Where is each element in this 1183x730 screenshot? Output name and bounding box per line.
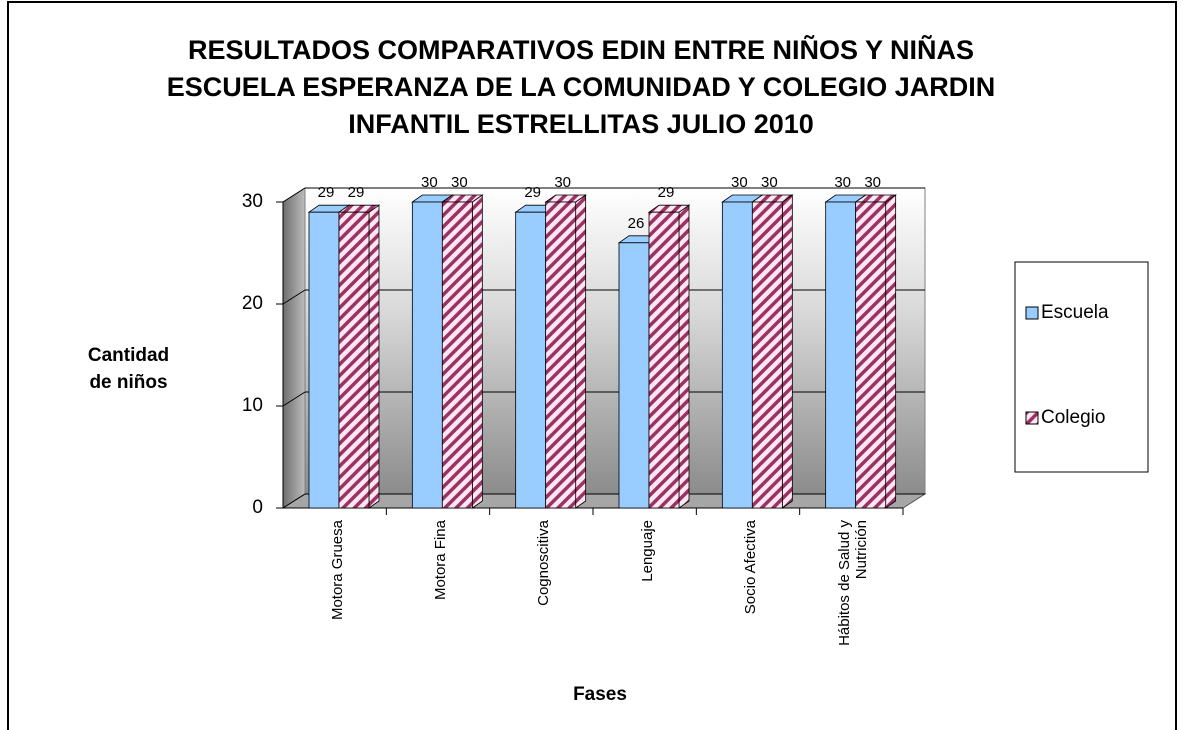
x-tick-label: Motora Fina (431, 520, 449, 601)
data-label: 30 (731, 174, 748, 191)
x-tick-label: Lenguaje (638, 520, 656, 582)
data-label: 30 (451, 174, 468, 191)
bar-side (678, 204, 690, 509)
x-tick-label: Cognoscitiva (534, 520, 552, 606)
data-label: 30 (761, 174, 778, 191)
x-tick-label: Socio Afectiva (741, 520, 759, 615)
grid-line (282, 289, 306, 305)
bar-side (471, 194, 483, 509)
bar (721, 194, 764, 509)
grid-line (282, 493, 306, 509)
y-tick-label: 30 (242, 191, 263, 212)
x-tick-label: Motora Gruesa (328, 520, 346, 621)
legend-label: Colegio (1041, 407, 1105, 428)
legend-box (1014, 261, 1149, 473)
frame (7, 1, 1177, 730)
bar-front (825, 201, 857, 509)
y-tick-label: 10 (242, 395, 263, 416)
data-label: 30 (554, 174, 571, 191)
y-axis-label: Cantidad de niños (87, 345, 170, 393)
y-tick-label: 20 (242, 293, 263, 314)
data-label: 30 (834, 174, 851, 191)
data-label: 30 (421, 174, 438, 191)
bar-side (781, 194, 793, 509)
legend-swatch (1025, 411, 1039, 425)
bar (854, 194, 897, 509)
bar (544, 194, 587, 509)
data-label: 26 (628, 215, 645, 232)
grid-line (282, 187, 306, 203)
bar-front (545, 201, 577, 509)
grid-line (282, 391, 306, 407)
data-label: 29 (348, 184, 365, 201)
side-wall (282, 187, 306, 509)
data-label: 30 (864, 174, 881, 191)
x-axis-label: Fases (573, 684, 627, 705)
bar-side (575, 194, 587, 509)
bar-front (648, 211, 680, 509)
bar-front (751, 201, 783, 509)
chart-title: RESULTADOS COMPARATIVOS EDIN ENTRE NIÑOS… (166, 35, 996, 139)
bar-front (855, 201, 887, 509)
data-label: 29 (524, 184, 541, 201)
bar-front (618, 242, 650, 509)
bar (337, 204, 381, 509)
bar-front (308, 211, 340, 509)
bar-side (368, 204, 380, 509)
bar-side (885, 194, 897, 509)
x-tick-label: Hábitos de Salud y Nutrición (836, 520, 871, 646)
bar (751, 194, 794, 509)
bar-front (441, 201, 473, 509)
bar (441, 194, 484, 509)
bar-front (721, 201, 753, 509)
legend-label: Escuela (1041, 302, 1109, 323)
y-tick-label: 0 (252, 497, 263, 518)
bar-front (411, 201, 443, 509)
bar-front (338, 211, 370, 509)
data-label: 29 (318, 184, 335, 201)
bar (647, 204, 691, 509)
data-label: 29 (658, 184, 675, 201)
bar-front (515, 211, 547, 509)
legend-swatch (1025, 306, 1039, 320)
